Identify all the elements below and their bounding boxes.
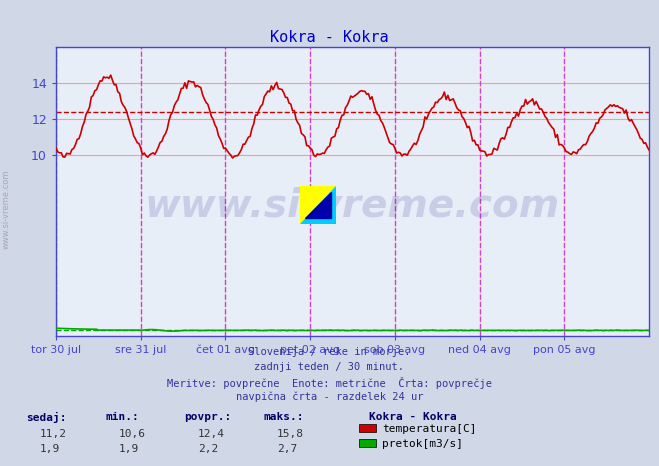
Polygon shape bbox=[300, 186, 336, 224]
Text: 11,2: 11,2 bbox=[40, 429, 67, 439]
Text: 2,2: 2,2 bbox=[198, 444, 218, 453]
Text: zadnji teden / 30 minut.: zadnji teden / 30 minut. bbox=[254, 362, 405, 372]
Text: 10,6: 10,6 bbox=[119, 429, 146, 439]
Text: Kokra - Kokra: Kokra - Kokra bbox=[270, 30, 389, 45]
Text: min.:: min.: bbox=[105, 412, 139, 422]
Text: 2,7: 2,7 bbox=[277, 444, 297, 453]
Polygon shape bbox=[305, 192, 331, 218]
Text: navpična črta - razdelek 24 ur: navpična črta - razdelek 24 ur bbox=[236, 392, 423, 403]
Text: www.si-vreme.com: www.si-vreme.com bbox=[2, 170, 11, 249]
Text: Slovenija / reke in morje.: Slovenija / reke in morje. bbox=[248, 347, 411, 357]
Text: Meritve: povprečne  Enote: metrične  Črta: povprečje: Meritve: povprečne Enote: metrične Črta:… bbox=[167, 377, 492, 389]
Text: pretok[m3/s]: pretok[m3/s] bbox=[382, 439, 463, 449]
Text: maks.:: maks.: bbox=[264, 412, 304, 422]
Text: temperatura[C]: temperatura[C] bbox=[382, 424, 476, 434]
Text: 1,9: 1,9 bbox=[40, 444, 60, 453]
Text: 12,4: 12,4 bbox=[198, 429, 225, 439]
Text: Kokra - Kokra: Kokra - Kokra bbox=[369, 412, 457, 422]
Polygon shape bbox=[300, 186, 336, 224]
Text: www.si-vreme.com: www.si-vreme.com bbox=[145, 186, 560, 225]
Text: 1,9: 1,9 bbox=[119, 444, 139, 453]
Text: sedaj:: sedaj: bbox=[26, 412, 67, 424]
Text: povpr.:: povpr.: bbox=[185, 412, 232, 422]
Text: 15,8: 15,8 bbox=[277, 429, 304, 439]
